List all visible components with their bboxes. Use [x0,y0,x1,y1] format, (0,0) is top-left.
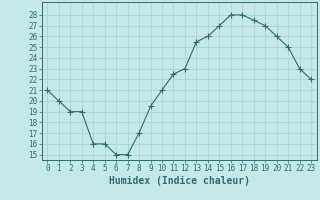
X-axis label: Humidex (Indice chaleur): Humidex (Indice chaleur) [109,176,250,186]
